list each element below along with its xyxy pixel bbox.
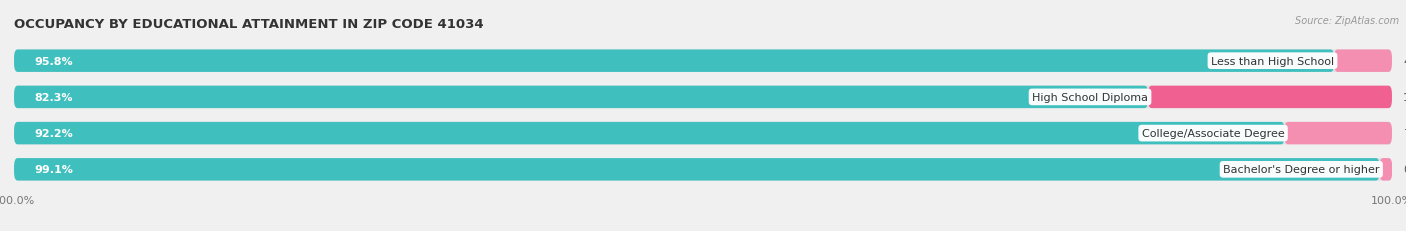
FancyBboxPatch shape [14, 158, 1379, 181]
Text: OCCUPANCY BY EDUCATIONAL ATTAINMENT IN ZIP CODE 41034: OCCUPANCY BY EDUCATIONAL ATTAINMENT IN Z… [14, 18, 484, 31]
FancyBboxPatch shape [14, 50, 1392, 73]
FancyBboxPatch shape [14, 158, 1392, 181]
Text: Less than High School: Less than High School [1211, 56, 1334, 66]
FancyBboxPatch shape [1379, 158, 1392, 181]
Text: 4.2%: 4.2% [1403, 56, 1406, 66]
Text: 17.7%: 17.7% [1403, 92, 1406, 103]
Text: 95.8%: 95.8% [35, 56, 73, 66]
Text: 7.8%: 7.8% [1403, 128, 1406, 139]
Text: 92.2%: 92.2% [35, 128, 73, 139]
Text: High School Diploma: High School Diploma [1032, 92, 1149, 103]
Text: 82.3%: 82.3% [35, 92, 73, 103]
FancyBboxPatch shape [14, 50, 1334, 73]
FancyBboxPatch shape [1149, 86, 1392, 109]
Text: College/Associate Degree: College/Associate Degree [1142, 128, 1285, 139]
FancyBboxPatch shape [14, 122, 1285, 145]
FancyBboxPatch shape [14, 86, 1149, 109]
FancyBboxPatch shape [1334, 50, 1392, 73]
Text: 99.1%: 99.1% [35, 165, 73, 175]
Text: Source: ZipAtlas.com: Source: ZipAtlas.com [1295, 16, 1399, 26]
FancyBboxPatch shape [14, 122, 1392, 145]
Text: 0.92%: 0.92% [1403, 165, 1406, 175]
Text: Bachelor's Degree or higher: Bachelor's Degree or higher [1223, 165, 1379, 175]
FancyBboxPatch shape [1285, 122, 1392, 145]
FancyBboxPatch shape [14, 86, 1392, 109]
